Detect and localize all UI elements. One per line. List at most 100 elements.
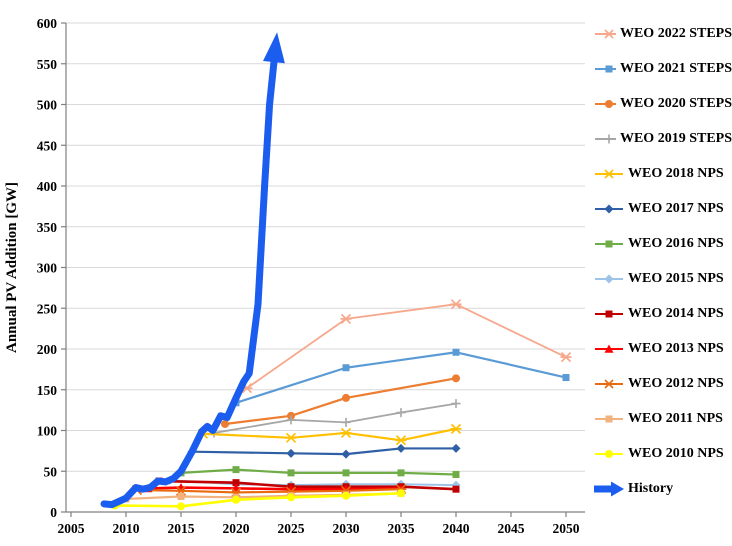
legend-marker-icon: [595, 168, 623, 179]
y-tick-label: 100: [37, 424, 58, 439]
marker: [560, 352, 572, 363]
marker: [562, 374, 570, 382]
x-tick-label: 2040: [443, 521, 470, 536]
series-line-weo-2021-steps: [235, 351, 567, 404]
legend-label: WEO 2022 STEPS: [619, 25, 732, 41]
legend-item-weo-2010-nps: WEO 2010 NPS: [594, 436, 732, 471]
legend-marker-icon: [595, 99, 616, 108]
marker: [340, 313, 352, 324]
legend-marker-icon: [595, 134, 616, 143]
history-line: [100, 58, 278, 509]
marker: [452, 348, 460, 356]
marker: [177, 493, 185, 501]
legend-item-weo-2021-steps: WEO 2021 STEPS: [594, 51, 732, 86]
marker: [342, 393, 350, 402]
marker: [450, 423, 462, 434]
marker: [286, 448, 296, 458]
legend-label: History: [628, 480, 674, 496]
x-tick-label: 2015: [168, 521, 195, 536]
series-line-weo-2019-steps: [213, 402, 457, 434]
legend-marker-icon: [595, 378, 623, 389]
legend-label: WEO 2014 NPS: [628, 305, 724, 321]
legend-label: WEO 2011 NPS: [628, 410, 723, 426]
marker: [396, 408, 406, 418]
marker: [342, 469, 350, 477]
series-line-weo-2014-nps: [158, 479, 457, 491]
y-tick-label: 300: [37, 261, 58, 276]
y-tick-label: 550: [37, 57, 58, 72]
legend-marker-icon: [595, 415, 623, 422]
x-tick-label: 2050: [553, 521, 580, 536]
legend-label: WEO 2015 NPS: [628, 270, 724, 286]
marker: [395, 435, 407, 446]
x-tick-label: 2020: [223, 521, 250, 536]
legend-item-weo-2017-nps: WEO 2017 NPS: [594, 191, 732, 226]
legend-label: WEO 2017 NPS: [628, 200, 724, 216]
marker: [177, 502, 185, 511]
legend-item-weo-2012-nps: WEO 2012 NPS: [594, 366, 732, 401]
series-line-weo-2017-nps: [191, 447, 456, 456]
marker: [452, 485, 460, 493]
x-tick-label: 2005: [58, 521, 85, 536]
y-tick-label: 0: [50, 505, 57, 520]
series-line-weo-2013-nps: [147, 486, 402, 491]
legend-marker-icon: [595, 449, 623, 458]
legend-marker-icon: [595, 310, 623, 317]
x-tick-label: 2045: [498, 521, 525, 536]
marker: [342, 491, 350, 500]
legend-item-weo-2019-steps: WEO 2019 STEPS: [594, 121, 732, 156]
legend-item-weo-2022-steps: WEO 2022 STEPS: [594, 16, 732, 51]
x-tick-label: 2035: [388, 521, 415, 536]
legend-item-weo-2011-nps: WEO 2011 NPS: [594, 401, 732, 436]
legend-marker-icon: [595, 240, 623, 247]
series-line-weo-2012-nps: [136, 488, 402, 494]
marker: [396, 443, 406, 453]
y-axis-title: Annual PV Addition [GW]: [4, 182, 20, 353]
y-tick-label: 500: [37, 98, 58, 113]
legend-marker-icon: [595, 274, 623, 283]
legend-label: WEO 2020 STEPS: [619, 95, 732, 111]
series-line-weo-2010-nps: [114, 491, 402, 508]
y-tick-label: 50: [44, 464, 58, 479]
x-tick-label: 2030: [333, 521, 360, 536]
series-line-weo-2020-steps: [224, 377, 457, 426]
legend-marker-icon: [594, 481, 624, 496]
legend-marker-icon: [595, 344, 623, 353]
marker: [341, 449, 351, 459]
marker: [232, 466, 240, 474]
legend-item-weo-2018-nps: WEO 2018 NPS: [594, 156, 732, 191]
legend-item-weo-2014-nps: WEO 2014 NPS: [594, 296, 732, 331]
y-tick-label: 600: [37, 16, 58, 31]
marker: [287, 493, 295, 502]
legend-item-weo-2020-steps: WEO 2020 STEPS: [594, 86, 732, 121]
legend-label: WEO 2010 NPS: [628, 445, 724, 461]
marker: [221, 419, 229, 428]
history-arrowhead-icon: [263, 32, 285, 64]
marker: [452, 471, 460, 479]
legend-marker-icon: [595, 65, 616, 72]
marker: [450, 299, 462, 310]
legend-item-weo-2015-nps: WEO 2015 NPS: [594, 261, 732, 296]
marker: [451, 399, 461, 409]
legend-label: WEO 2013 NPS: [628, 340, 724, 356]
marker: [452, 374, 460, 383]
marker: [232, 479, 240, 487]
legend-marker-icon: [595, 28, 616, 39]
y-tick-label: 350: [37, 220, 58, 235]
marker: [342, 364, 350, 372]
marker: [341, 417, 351, 427]
y-tick-label: 200: [37, 342, 58, 357]
marker: [340, 427, 352, 439]
legend-item-weo-2013-nps: WEO 2013 NPS: [594, 331, 732, 366]
x-tick-label: 2010: [113, 521, 140, 536]
y-tick-label: 250: [37, 301, 58, 316]
marker: [232, 495, 240, 504]
legend-label: WEO 2019 STEPS: [619, 130, 732, 146]
legend-item-history: History: [594, 471, 732, 506]
legend-item-weo-2016-nps: WEO 2016 NPS: [594, 226, 732, 261]
y-tick-label: 400: [37, 179, 58, 194]
marker: [287, 469, 295, 477]
marker: [286, 415, 296, 425]
